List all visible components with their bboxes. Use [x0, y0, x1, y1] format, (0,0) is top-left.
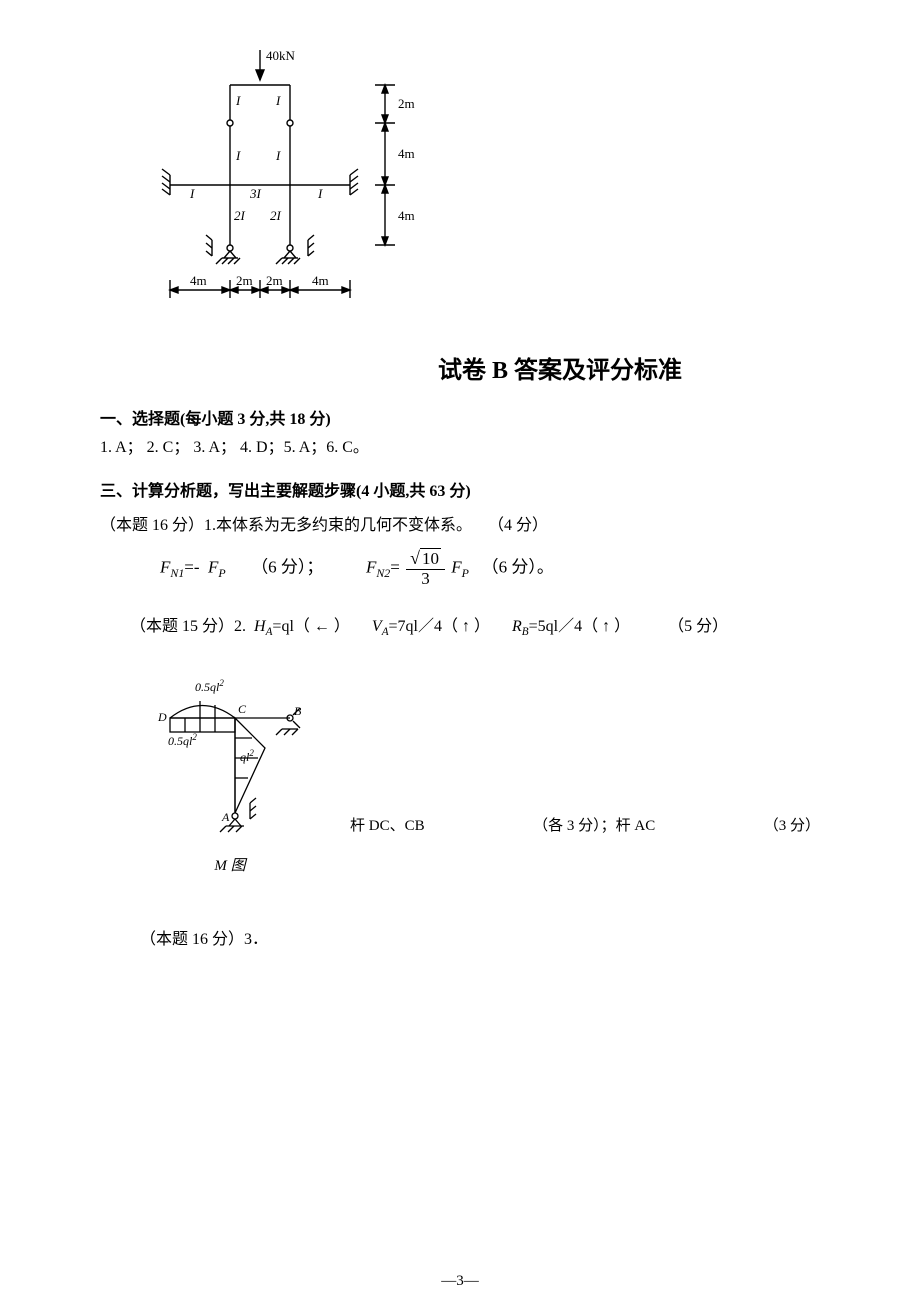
FN1-sub: N1: [170, 566, 184, 580]
RB: R: [512, 618, 522, 635]
q2-ac-pts: （3 分）: [764, 814, 820, 835]
page: 40kN I I I I I 3I I: [100, 0, 820, 1300]
FN1-eq: =-: [184, 558, 199, 577]
FP1-sub: P: [218, 566, 225, 580]
fig1-I-2: I: [275, 93, 281, 108]
q2-dc-cb: 杆 DC、CB: [350, 814, 425, 835]
VA: V: [372, 618, 382, 635]
VA-sub: A: [382, 627, 389, 639]
page-number: —3—: [100, 1273, 820, 1290]
fig2-v1: 0.5ql: [195, 680, 220, 694]
q3-line: （本题 16 分）3．: [140, 925, 820, 949]
fig1-load-label: 40kN: [266, 48, 296, 63]
q1-equation-row: FN1=- FP （6 分）； FN2= √10 3 FP （6 分）。: [160, 549, 820, 588]
figure-2-caption: M 图: [140, 854, 320, 875]
page-title: 试卷 B 答案及评分标准: [300, 350, 820, 385]
svg-text:0.5ql2: 0.5ql2: [195, 678, 224, 694]
q2-line: （本题 15 分）2. HA=ql（ ← ） VA=7ql／4（ ↑ ） RB=…: [130, 612, 820, 638]
q2-prefix: （本题 15 分）2.: [130, 618, 246, 635]
fig1-I-1: I: [235, 93, 241, 108]
q3-prefix: （本题 16 分）3．: [140, 931, 268, 948]
fig1-2I-1: 2I: [234, 208, 246, 223]
VA-val: =7ql／4（ ↑ ）: [389, 618, 490, 635]
section-1-answers: 1. A； 2. C； 3. A； 4. D；5. A；6. C。: [100, 433, 820, 457]
fig1-dim-v3: 4m: [398, 208, 415, 223]
svg-text:0.5ql2: 0.5ql2: [168, 732, 197, 748]
FN2-sub: N2: [376, 566, 390, 580]
fig1-I-3: I: [235, 148, 241, 163]
fig2-v2: 0.5ql: [168, 734, 193, 748]
FN2-pts: （6 分）。: [482, 558, 554, 577]
FP2-sub: P: [462, 566, 469, 580]
svg-text:ql2: ql2: [240, 748, 254, 764]
q2-dc-cb-pts: （各 3 分）；杆 AC: [533, 814, 655, 835]
fraction: √10 3: [406, 549, 445, 588]
fig2-A: A: [221, 810, 230, 824]
figure-1-wrapper: 40kN I I I I I 3I I: [100, 40, 820, 320]
fig1-2I-2: 2I: [270, 208, 282, 223]
fig1-dim-h1: 4m: [190, 273, 207, 288]
fig1-dim-v1: 2m: [398, 96, 415, 111]
fig2-C: C: [238, 702, 247, 716]
RB-val: =5ql／4（ ↑ ）: [529, 618, 630, 635]
fig1-I-6: I: [317, 186, 323, 201]
fig1-dim-h4: 4m: [312, 273, 329, 288]
fig1-I-4: I: [275, 148, 281, 163]
fig1-dim-h3: 2m: [266, 273, 283, 288]
q1-line: （本题 16 分）1.本体系为无多约束的几何不变体系。 （4 分）: [100, 511, 820, 535]
figure-2-svg: D C B A 0.5ql2 0.5ql2 ql2: [140, 663, 320, 843]
sqrt-10: 10: [420, 548, 441, 568]
figure-2-row: D C B A 0.5ql2 0.5ql2 ql2: [100, 663, 820, 875]
section-3-heading: 三、计算分析题，写出主要解题步骤(4 小题,共 63 分): [100, 477, 820, 501]
q2-member-scores: 杆 DC、CB （各 3 分）；杆 AC （3 分）: [320, 814, 820, 875]
FN2-eq: =: [390, 558, 400, 577]
FN1-F: F: [160, 558, 170, 577]
figure-1-svg: 40kN I I I I I 3I I: [130, 40, 450, 320]
q1-statement-pts: （4 分）: [488, 517, 548, 534]
fig1-3I: 3I: [249, 186, 262, 201]
section-1-heading: 一、选择题(每小题 3 分,共 18 分): [100, 405, 820, 429]
FP2-F: F: [451, 558, 461, 577]
FN2-F: F: [366, 558, 376, 577]
frac-den: 3: [406, 570, 445, 589]
FN1-pts: （6 分）；: [251, 558, 323, 577]
q2-pts: （5 分）: [668, 618, 728, 635]
fig2-B: B: [294, 704, 302, 718]
q1-prefix: （本题 16 分）1.: [100, 517, 216, 534]
q1-statement: 本体系为无多约束的几何不变体系。: [216, 517, 472, 534]
HA-val: =ql（ ← ）: [272, 618, 349, 635]
fig1-dim-v2: 4m: [398, 146, 415, 161]
HA: H: [254, 618, 266, 635]
fig2-D: D: [157, 710, 167, 724]
fig1-dim-h2: 2m: [236, 273, 253, 288]
fig1-I-5: I: [189, 186, 195, 201]
RB-sub: B: [522, 627, 529, 639]
figure-2-wrapper: D C B A 0.5ql2 0.5ql2 ql2: [140, 663, 320, 875]
FP1-F: F: [208, 558, 218, 577]
